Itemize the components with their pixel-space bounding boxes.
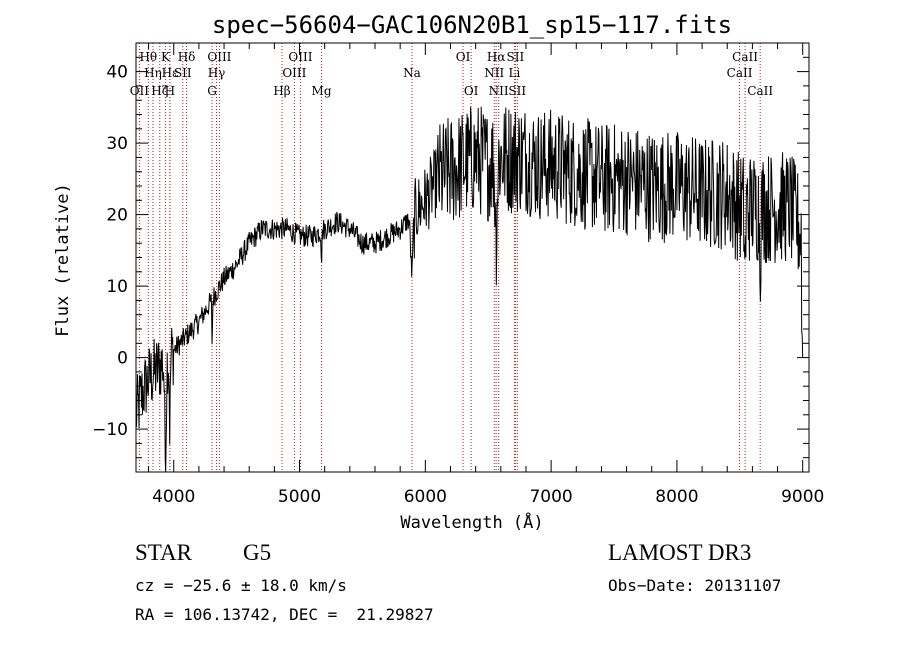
spectral-line-label: Na <box>403 66 421 80</box>
spectral-line-label: OIII <box>282 66 306 80</box>
y-tick-label: 0 <box>117 349 128 369</box>
spectral-line-label: SII <box>508 84 526 98</box>
axis-tick-labels: 4000 5000 6000 7000 8000 9000 −10 0 10 20 30 40 <box>92 63 824 507</box>
spectral-line-label: OIII <box>207 50 231 64</box>
spectral-line-label: OIII <box>288 50 312 64</box>
spectral-line-label: Li <box>508 66 520 80</box>
spectral-line-label: CaII <box>727 66 753 80</box>
x-tick-label: 5000 <box>278 487 321 507</box>
object-class: STAR <box>135 540 192 565</box>
spectral-line-label: SII <box>174 66 192 80</box>
spectral-line-label: Hγ <box>208 66 226 80</box>
y-tick-label: 30 <box>106 134 128 154</box>
y-tick-label: 20 <box>106 206 128 226</box>
spectral-line-label: Hα <box>487 50 506 64</box>
x-axis-label: Wavelength (Å) <box>400 511 543 533</box>
spectral-line-label: Hβ <box>273 84 290 98</box>
spectral-line-markers <box>138 43 761 472</box>
spectral-line-labels: OIIHθHηHζKHHεSIIHδGHγOIIIHβOIIIOIIIMgNaO… <box>130 50 774 98</box>
coordinates: RA = 106.13742, DEC = 21.29827 <box>135 605 434 624</box>
y-tick-label: 10 <box>106 277 128 297</box>
x-tick-label: 7000 <box>529 487 572 507</box>
observation-date: Obs−Date: 20131107 <box>608 576 782 595</box>
spectrum-series-line <box>135 106 804 473</box>
survey-name: LAMOST DR3 <box>608 540 752 565</box>
chart-title: spec−56604−GAC106N20B1_sp15−117.fits <box>212 11 732 39</box>
x-tick-label: 4000 <box>152 487 195 507</box>
axis-ticks <box>136 42 809 472</box>
spectral-line-label: Hε <box>162 66 179 80</box>
y-tick-label: 40 <box>106 63 128 83</box>
object-subclass: G5 <box>243 540 272 565</box>
spectral-line-label: Hζ <box>151 84 168 98</box>
x-tick-label: 9000 <box>781 487 824 507</box>
plot-frame <box>135 42 810 473</box>
x-tick-label: 8000 <box>655 487 698 507</box>
spectral-line-label: CaII <box>732 50 758 64</box>
y-axis-label: Flux (relative) <box>53 183 73 337</box>
spectral-line-label: Mg <box>312 84 332 98</box>
spectral-line-label: G <box>207 84 217 98</box>
x-tick-label: 6000 <box>404 487 447 507</box>
spectral-line-label: NII <box>489 84 509 98</box>
spectral-line-label: Hδ <box>178 50 196 64</box>
spectral-line-label: OI <box>456 50 471 64</box>
spectral-line-label: K <box>161 50 171 64</box>
y-tick-label: −10 <box>92 420 128 440</box>
spectral-line-label: Hη <box>144 66 162 80</box>
spectral-line-label: NII <box>484 66 504 80</box>
spectral-line-label: H <box>165 84 175 98</box>
redshift-value: cz = −25.6 ± 18.0 km/s <box>135 576 347 595</box>
spectral-line-label: SII <box>507 50 525 64</box>
spectral-line-label: Hθ <box>139 50 157 64</box>
spectral-line-label: OII <box>130 84 150 98</box>
spectral-line-label: OI <box>464 84 479 98</box>
spectral-line-label: CaII <box>747 84 773 98</box>
